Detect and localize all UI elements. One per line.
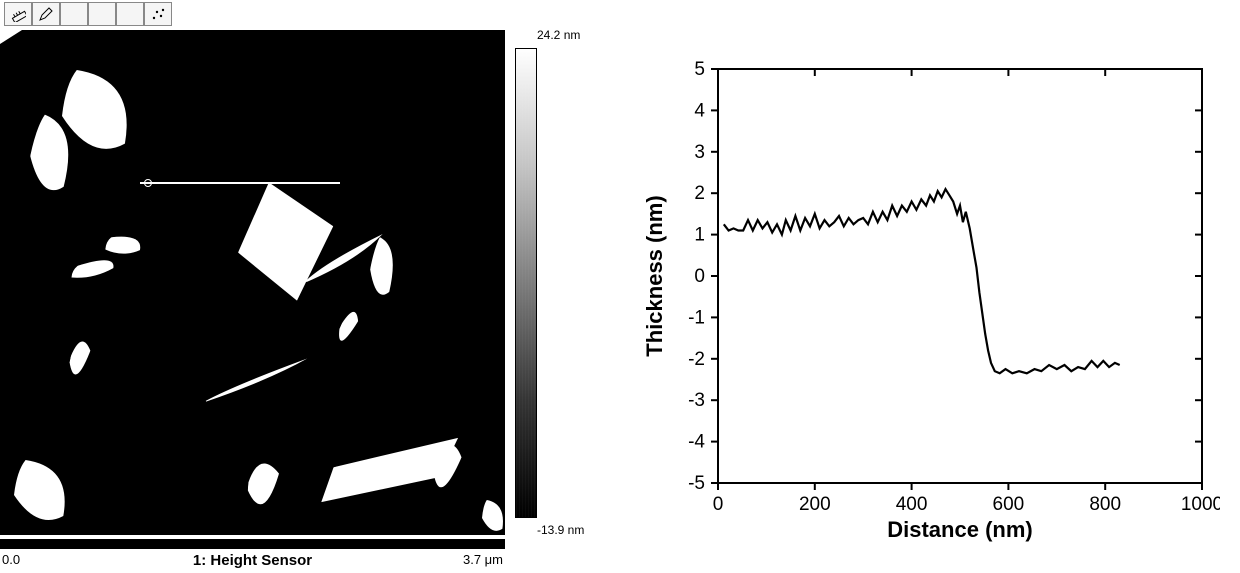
pencil-icon[interactable]	[32, 2, 60, 26]
afm-flake	[203, 352, 308, 401]
afm-scale-track	[0, 538, 505, 550]
y-tick-label: 5	[694, 59, 705, 80]
afm-flake	[0, 30, 22, 44]
x-tick-label: 1000	[1181, 494, 1220, 515]
afm-flake	[245, 449, 280, 526]
y-tick-label: -2	[688, 349, 705, 370]
chart-frame	[718, 69, 1202, 483]
y-tick-label: 2	[694, 183, 705, 204]
blank-icon[interactable]	[116, 2, 144, 26]
colorbar-gradient	[515, 48, 537, 518]
thickness-chart: -5 -4 -3 -2 -1 0 1 2 3 4 5 0 200 400 600 800 1000 Distanc…	[640, 55, 1220, 545]
profile-line[interactable]	[140, 182, 340, 184]
y-tick-label: -3	[688, 390, 705, 411]
afm-height-image[interactable]	[0, 30, 505, 535]
x-tick-label: 400	[896, 494, 928, 515]
x-tick-label: 600	[993, 494, 1025, 515]
afm-sensor-label: 1: Height Sensor	[0, 552, 505, 569]
y-tick-label: -1	[688, 307, 705, 328]
afm-flake	[329, 300, 365, 359]
afm-flake	[230, 179, 340, 305]
afm-scale-bar: 0.0 1: Height Sensor 3.7 μm	[0, 538, 505, 572]
y-tick-label: 0	[694, 266, 705, 287]
y-tick-label: 1	[694, 225, 705, 246]
colorbar-min-label: -13.9 nm	[537, 523, 584, 537]
x-tick-label: 200	[799, 494, 831, 515]
y-tick-label: -5	[688, 473, 705, 494]
y-tick-label: -4	[688, 432, 705, 453]
ruler-icon[interactable]	[4, 2, 32, 26]
colorbar-max-label: 24.2 nm	[537, 28, 580, 42]
afm-colorbar: 24.2 nm -13.9 nm	[515, 30, 587, 535]
x-tick-label: 0	[713, 494, 724, 515]
afm-flake	[68, 252, 121, 286]
afm-flake	[24, 113, 80, 204]
afm-scale-max: 3.7 μm	[463, 552, 503, 567]
x-axis-title: Distance (nm)	[887, 517, 1032, 542]
blank-icon[interactable]	[60, 2, 88, 26]
y-tick-label: 3	[694, 142, 705, 163]
y-axis-title: Thickness (nm)	[642, 195, 667, 356]
afm-flake	[64, 329, 94, 393]
x-tick-label: 800	[1089, 494, 1121, 515]
afm-viewer: 0.0 1: Height Sensor 3.7 μm 24.2 nm -13.…	[0, 0, 588, 573]
scatter-icon[interactable]	[144, 2, 172, 26]
afm-toolbar	[4, 2, 172, 26]
blank-icon[interactable]	[88, 2, 116, 26]
y-tick-label: 4	[694, 100, 705, 121]
profile-start-marker[interactable]	[144, 179, 152, 187]
afm-flake	[482, 500, 505, 535]
thickness-chart-svg: -5 -4 -3 -2 -1 0 1 2 3 4 5 0 200 400 600 800 1000 Distanc…	[640, 55, 1220, 545]
afm-flake	[14, 460, 72, 530]
